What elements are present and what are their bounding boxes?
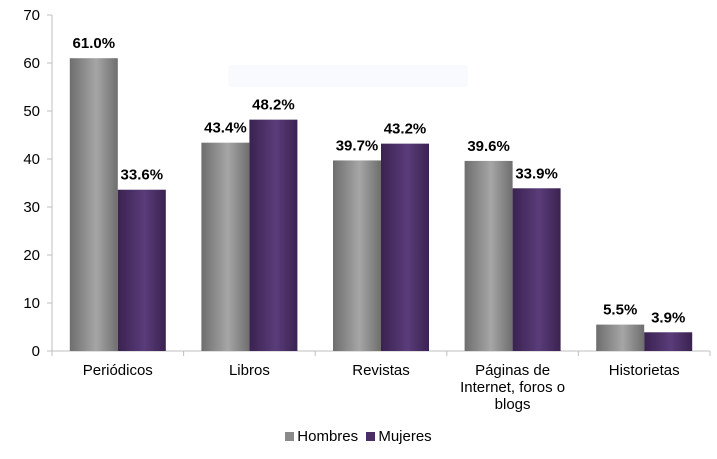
legend-swatch-mujeres: [366, 431, 376, 441]
x-category-label: Historietas: [609, 362, 680, 379]
x-category-label: Libros: [229, 362, 270, 379]
bars-group: [69, 58, 693, 351]
x-category-label-line: Historietas: [609, 362, 680, 379]
data-label-mujeres: 33.9%: [515, 165, 558, 182]
bar-hombres: [333, 160, 381, 351]
bar-mujeres: [381, 143, 429, 351]
legend: Hombres Mujeres: [0, 428, 717, 445]
bar-hombres: [596, 324, 645, 351]
y-tick-label: 40: [23, 151, 40, 168]
data-label-mujeres: 43.2%: [384, 121, 427, 138]
x-category-label: Páginas de Internet, foros o blogs: [460, 362, 565, 413]
y-tick-label: 70: [23, 7, 40, 24]
labels-group: 61.0% 33.6% Periódicos 43.4% 48.2% Libros 39.7…: [73, 35, 686, 413]
data-label-hombres: 39.6%: [467, 138, 510, 155]
data-label-mujeres: 3.9%: [651, 309, 685, 326]
x-category-label-line: blogs: [495, 396, 531, 413]
data-label-hombres: 5.5%: [603, 302, 637, 319]
y-tick-label: 0: [32, 343, 40, 360]
bar-hombres: [201, 142, 250, 351]
bar-hombres: [69, 58, 118, 351]
bar-hombres: [464, 160, 513, 351]
bar-chart: 0 10 20 30 40 50 60 70 61.0% 33.6% Periódicos 43.4…: [23, 7, 711, 413]
data-label-mujeres: 33.6%: [121, 167, 164, 184]
legend-item-mujeres: Mujeres: [366, 428, 432, 445]
x-category-label-line: Libros: [229, 362, 270, 379]
data-label-hombres: 43.4%: [204, 120, 247, 137]
legend-label-hombres: Hombres: [297, 428, 359, 445]
x-category-label-line: Internet, foros o: [460, 379, 565, 396]
bar-mujeres: [644, 332, 693, 351]
bar-mujeres: [117, 189, 166, 351]
x-category-label-line: Páginas de: [475, 362, 550, 379]
x-category-label: Periódicos: [83, 362, 153, 379]
x-category-label: Revistas: [352, 362, 410, 379]
data-label-hombres: 61.0%: [73, 35, 116, 52]
data-label-mujeres: 48.2%: [252, 97, 295, 114]
y-tick-label: 60: [23, 55, 40, 72]
x-category-label-line: Revistas: [352, 362, 410, 379]
y-tick-label: 50: [23, 103, 40, 120]
y-tick-label: 20: [23, 247, 40, 264]
bar-mujeres: [512, 188, 561, 351]
legend-swatch-hombres: [285, 431, 295, 441]
data-label-hombres: 39.7%: [336, 137, 379, 154]
y-tick-label: 10: [23, 295, 40, 312]
x-category-label-line: Periódicos: [83, 362, 153, 379]
legend-label-mujeres: Mujeres: [378, 428, 432, 445]
bar-mujeres: [249, 119, 298, 351]
legend-item-hombres: Hombres: [285, 428, 358, 445]
y-tick-label: 30: [23, 199, 40, 216]
background-ghost-panel: [228, 65, 468, 87]
